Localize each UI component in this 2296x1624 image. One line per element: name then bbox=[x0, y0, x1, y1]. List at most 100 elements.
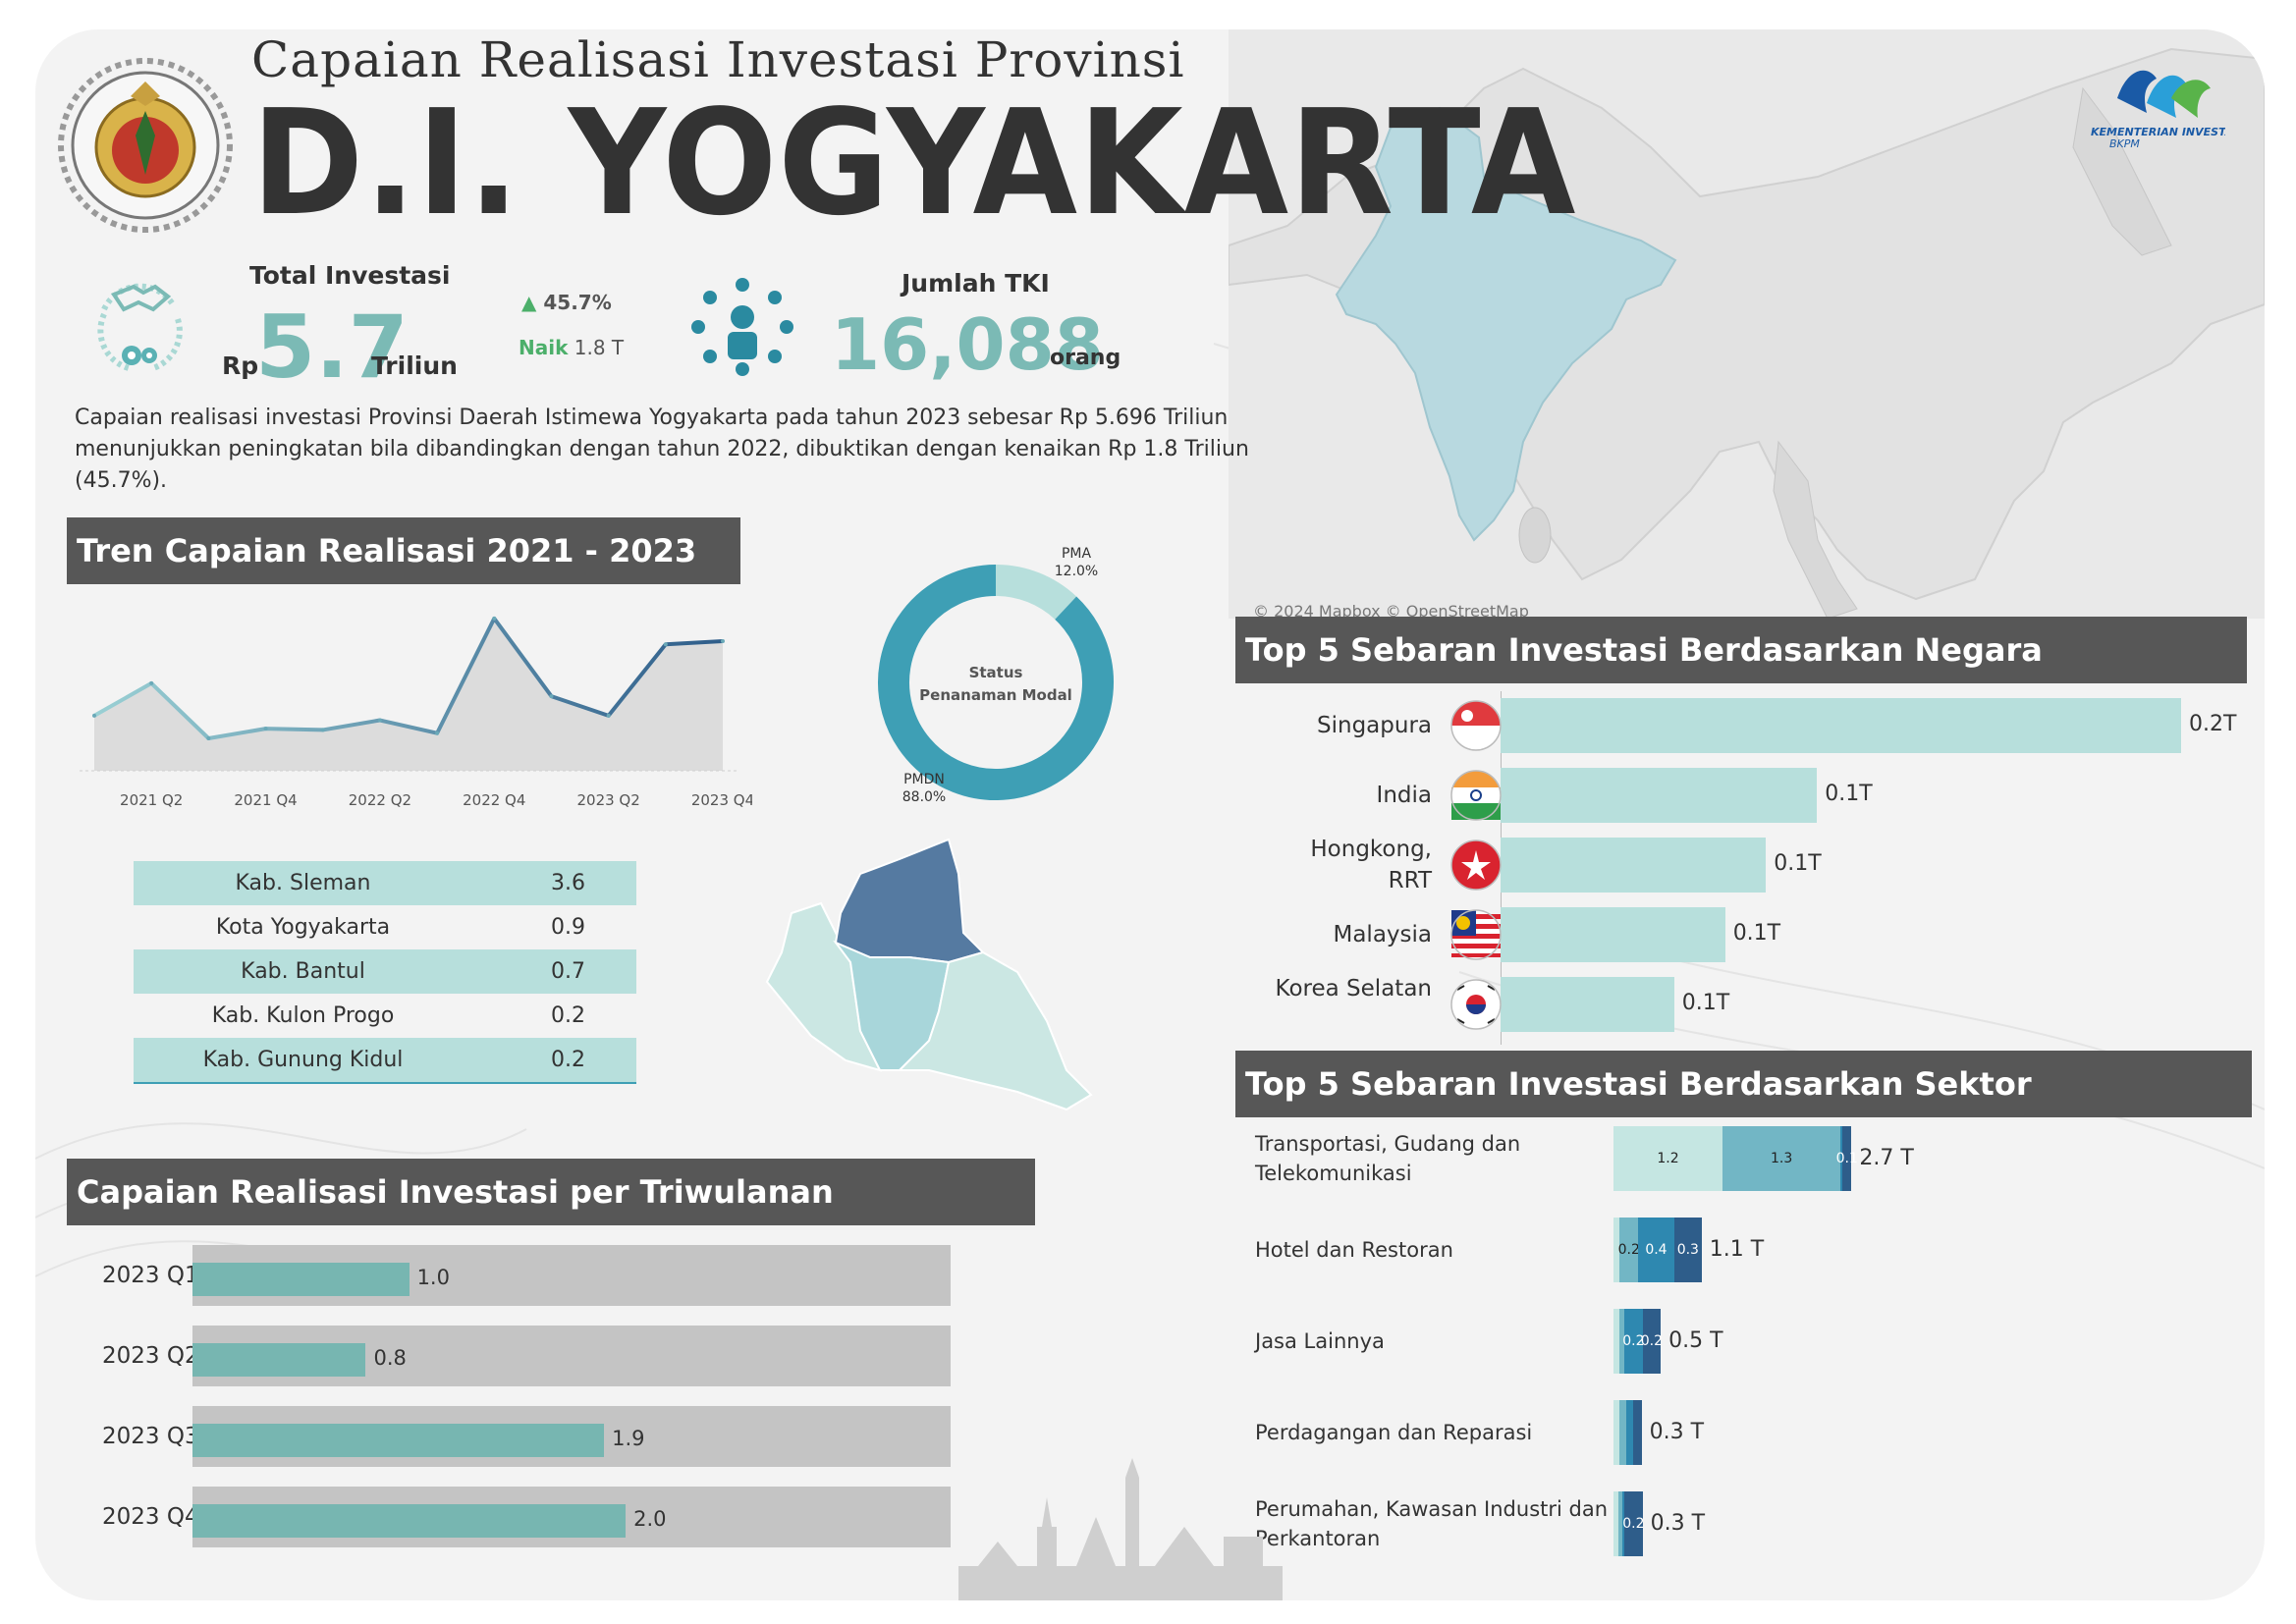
quarter-label: 2023 Q3 bbox=[102, 1424, 199, 1449]
trend-tick-label: 2023 Q4 bbox=[691, 791, 752, 809]
sector-bar-segment[interactable] bbox=[1633, 1400, 1642, 1465]
sector-segment-label: 0.2 bbox=[1622, 1333, 1645, 1349]
trend-point bbox=[149, 680, 154, 685]
status-penanaman-modal-donut[interactable]: Status Penanaman Modal PMA 12.0% PMDN 88.0% bbox=[850, 530, 1145, 825]
trend-point bbox=[377, 718, 382, 723]
naik-label: Naik bbox=[519, 336, 569, 359]
region-row[interactable]: Kota Yogyakarta 0.9 bbox=[134, 905, 636, 949]
sector-bar-segment[interactable] bbox=[1617, 1491, 1623, 1556]
handshake-gear-icon bbox=[97, 283, 183, 371]
region-row[interactable]: Kab. Sleman 3.6 bbox=[134, 861, 636, 905]
donut-center-label-line2: Penanaman Modal bbox=[919, 686, 1072, 704]
donut-label-pma: PMA bbox=[1062, 546, 1092, 562]
country-bar[interactable] bbox=[1501, 838, 1767, 893]
asia-map[interactable]: © 2024 Mapbox © OpenStreetMap bbox=[1229, 29, 2265, 619]
quarterly-bar-chart[interactable]: 2023 Q1 1.0 2023 Q2 0.8 2023 Q3 1.9 2023 Q4 2.0 bbox=[84, 1237, 998, 1561]
sector-segment-label: 1.2 bbox=[1657, 1151, 1679, 1166]
sector-total: 2.7 T bbox=[1859, 1146, 1914, 1170]
trend-tick-label: 2021 Q4 bbox=[234, 791, 297, 809]
sector-bar-segment[interactable] bbox=[1619, 1400, 1626, 1465]
region-value: 3.6 bbox=[551, 871, 585, 895]
sector-total: 0.3 T bbox=[1650, 1511, 1706, 1536]
gunung-kidul-region bbox=[897, 950, 1093, 1111]
quarter-bar[interactable] bbox=[192, 1424, 605, 1457]
country-bar-chart[interactable]: Singapura 0.2T India 0.1T Hongkong, RRT 0.1T M… bbox=[1235, 689, 2247, 1082]
sector-bar-segment[interactable]: 0.2 bbox=[1618, 1218, 1640, 1282]
sector-total: 0.3 T bbox=[1649, 1420, 1705, 1444]
diy-regency-map[interactable] bbox=[752, 835, 1106, 1149]
trend-point bbox=[435, 731, 440, 735]
donut-pct-pmdn: 88.0% bbox=[902, 789, 946, 805]
sector-bar-segment[interactable]: 0.3 bbox=[1673, 1218, 1702, 1282]
total-investasi-label: Total Investasi bbox=[249, 261, 451, 290]
sector-bar-segment[interactable]: 0.4 bbox=[1637, 1218, 1674, 1282]
quarter-bar[interactable] bbox=[192, 1504, 627, 1538]
sector-bar-segment[interactable]: 1.3 bbox=[1722, 1126, 1841, 1191]
sector-bar-segment[interactable] bbox=[1613, 1491, 1618, 1556]
page-title: D.I. YOGYAKARTA bbox=[251, 79, 1577, 247]
sector-bar-segment[interactable] bbox=[1625, 1400, 1634, 1465]
map-credit: © 2024 Mapbox © OpenStreetMap bbox=[1253, 602, 1529, 619]
skyline-decoration-icon bbox=[958, 1458, 1283, 1600]
singapore-flag-icon bbox=[1450, 700, 1502, 751]
sector-label: Transportasi, Gudang dan Telekomunikasi bbox=[1255, 1132, 1521, 1185]
trend-point bbox=[492, 616, 497, 621]
trend-point bbox=[606, 713, 611, 718]
sector-bar-segment[interactable] bbox=[1840, 1126, 1843, 1191]
sector-bar-segment[interactable] bbox=[1619, 1309, 1625, 1374]
sector-bar-segment[interactable]: 0.1 bbox=[1836, 1126, 1858, 1191]
region-row[interactable]: Kab. Gunung Kidul 0.2 bbox=[134, 1038, 636, 1084]
region-name: Kota Yogyakarta bbox=[215, 915, 391, 940]
trend-point bbox=[320, 728, 325, 732]
trend-line bbox=[93, 616, 724, 740]
sector-segment-label: 0.4 bbox=[1645, 1242, 1667, 1258]
sector-chart-title: Top 5 Sebaran Investasi Berdasarkan Sekt… bbox=[1245, 1065, 2032, 1103]
sector-segment-label: 0.2 bbox=[1640, 1333, 1663, 1349]
growth-indicator: ▲ 45.7% bbox=[521, 291, 612, 314]
country-bar[interactable] bbox=[1501, 907, 1725, 962]
dashboard-card: © 2024 Mapbox © OpenStreetMap KEMENTERIA… bbox=[35, 29, 2265, 1600]
trend-point bbox=[206, 736, 211, 740]
trend-area-chart[interactable]: 2021 Q2 2021 Q4 2022 Q2 2022 Q4 2023 Q2 2023 … bbox=[65, 589, 752, 844]
quarterly-chart-title: Capaian Realisasi Investasi per Triwulan… bbox=[77, 1173, 834, 1211]
sector-bar-segment[interactable] bbox=[1613, 1309, 1620, 1374]
donut-label-pmdn: PMDN bbox=[903, 772, 945, 787]
south-korea-flag-icon bbox=[1450, 979, 1502, 1030]
country-label: Korea Selatan bbox=[1275, 976, 1432, 1001]
region-row[interactable]: Kab. Kulon Progo 0.2 bbox=[134, 994, 636, 1038]
growth-value: 45.7% bbox=[543, 291, 612, 314]
sector-total: 1.1 T bbox=[1709, 1237, 1765, 1262]
workers-network-icon bbox=[691, 278, 793, 376]
donut-slice-pma bbox=[995, 565, 1077, 621]
sector-label: Perumahan, Kawasan Industri dan Perkanto… bbox=[1255, 1497, 1609, 1550]
sector-bar-segment[interactable] bbox=[1613, 1400, 1620, 1465]
region-name: Kab. Bantul bbox=[241, 959, 365, 984]
country-bar[interactable] bbox=[1501, 768, 1818, 823]
country-value: 0.1T bbox=[1825, 782, 1873, 806]
country-value: 0.1T bbox=[1681, 991, 1730, 1015]
quarter-bar[interactable] bbox=[192, 1343, 366, 1377]
sector-bar-segment[interactable]: 0.2 bbox=[1640, 1309, 1663, 1374]
tki-label: Jumlah TKI bbox=[902, 269, 1050, 298]
sector-bar-segment[interactable]: 1.2 bbox=[1613, 1126, 1722, 1191]
quarter-bar[interactable] bbox=[192, 1263, 410, 1296]
trend-point bbox=[263, 727, 268, 731]
yogyakarta-emblem-icon bbox=[58, 58, 233, 233]
trend-tick-label: 2021 Q2 bbox=[120, 791, 183, 809]
country-bar[interactable] bbox=[1501, 698, 2181, 753]
sector-bar-segment[interactable] bbox=[1622, 1491, 1625, 1556]
quarter-label: 2023 Q2 bbox=[102, 1343, 199, 1369]
sleman-region bbox=[834, 838, 985, 964]
up-arrow-icon: ▲ bbox=[521, 291, 537, 314]
quarter-value: 2.0 bbox=[633, 1507, 667, 1531]
country-bar[interactable] bbox=[1501, 977, 1674, 1032]
trend-tick-label: 2023 Q2 bbox=[576, 791, 639, 809]
sector-bar-segment[interactable]: 0.2 bbox=[1622, 1491, 1644, 1556]
sector-stacked-bar-chart[interactable]: Transportasi, Gudang dan Telekomunikasi 1… bbox=[1235, 1124, 2252, 1600]
sector-bar-segment[interactable] bbox=[1613, 1218, 1620, 1282]
hongkong-flag-icon bbox=[1450, 839, 1502, 891]
country-chart-header: Top 5 Sebaran Investasi Berdasarkan Nega… bbox=[1235, 617, 2247, 683]
region-row[interactable]: Kab. Bantul 0.7 bbox=[134, 949, 636, 994]
trend-point bbox=[92, 713, 96, 718]
sector-bar-segment[interactable]: 0.2 bbox=[1622, 1309, 1645, 1374]
